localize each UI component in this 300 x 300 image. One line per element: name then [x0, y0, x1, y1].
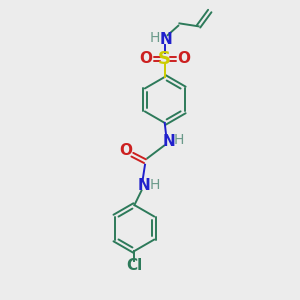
- Text: H: H: [150, 31, 160, 45]
- Text: H: H: [150, 178, 160, 192]
- Text: O: O: [119, 143, 132, 158]
- Text: O: O: [177, 51, 190, 66]
- Text: N: N: [160, 32, 172, 47]
- Text: S: S: [158, 50, 171, 68]
- Text: Cl: Cl: [126, 258, 142, 273]
- Text: H: H: [173, 133, 184, 147]
- Text: N: N: [138, 178, 151, 193]
- Text: N: N: [162, 134, 175, 149]
- Text: O: O: [140, 51, 152, 66]
